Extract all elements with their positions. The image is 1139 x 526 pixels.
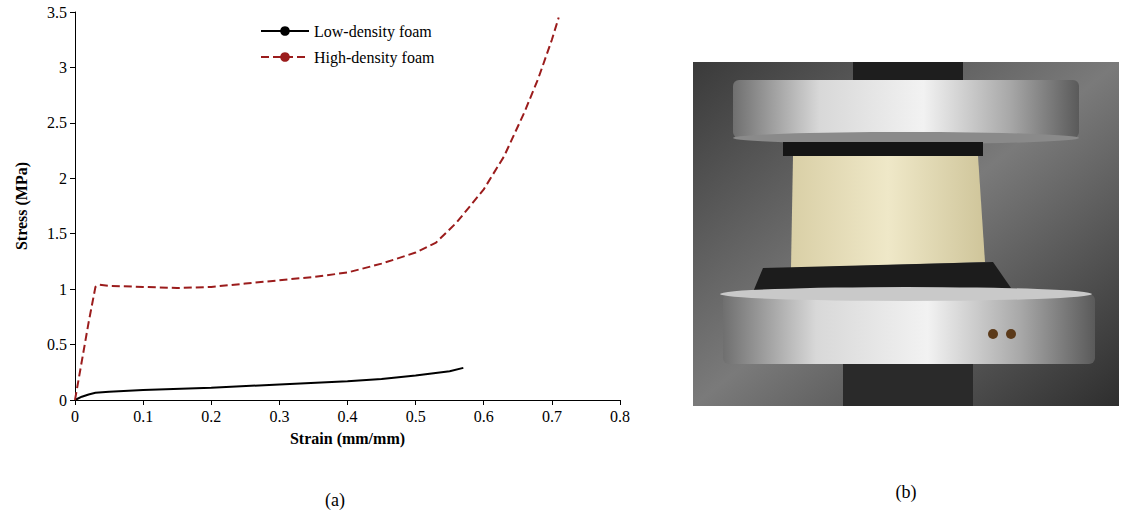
svg-text:0.2: 0.2 <box>201 408 221 425</box>
svg-text:Low-density foam: Low-density foam <box>314 23 432 41</box>
svg-text:2.5: 2.5 <box>47 114 67 131</box>
svg-text:0.3: 0.3 <box>269 408 289 425</box>
svg-text:0.5: 0.5 <box>406 408 426 425</box>
svg-text:3.5: 3.5 <box>47 4 67 21</box>
svg-text:0.4: 0.4 <box>338 408 358 425</box>
svg-text:High-density foam: High-density foam <box>314 49 435 67</box>
svg-text:2: 2 <box>59 170 67 187</box>
html-text:(b): (b) <box>895 482 917 502</box>
svg-text:0.8: 0.8 <box>610 408 630 425</box>
svg-text:Stress (MPa): Stress (MPa) <box>13 162 31 250</box>
svg-text:Strain (mm/mm): Strain (mm/mm) <box>290 430 405 448</box>
svg-text:1: 1 <box>59 281 67 298</box>
svg-text:0.5: 0.5 <box>47 336 67 353</box>
svg-text:0.1: 0.1 <box>133 408 153 425</box>
svg-text:0: 0 <box>71 408 79 425</box>
svg-text:0.7: 0.7 <box>542 408 562 425</box>
svg-text:0.6: 0.6 <box>474 408 494 425</box>
svg-text:3: 3 <box>59 59 67 76</box>
svg-text:(a): (a) <box>325 490 345 511</box>
svg-text:1.5: 1.5 <box>47 225 67 242</box>
svg-text:0: 0 <box>59 392 67 409</box>
